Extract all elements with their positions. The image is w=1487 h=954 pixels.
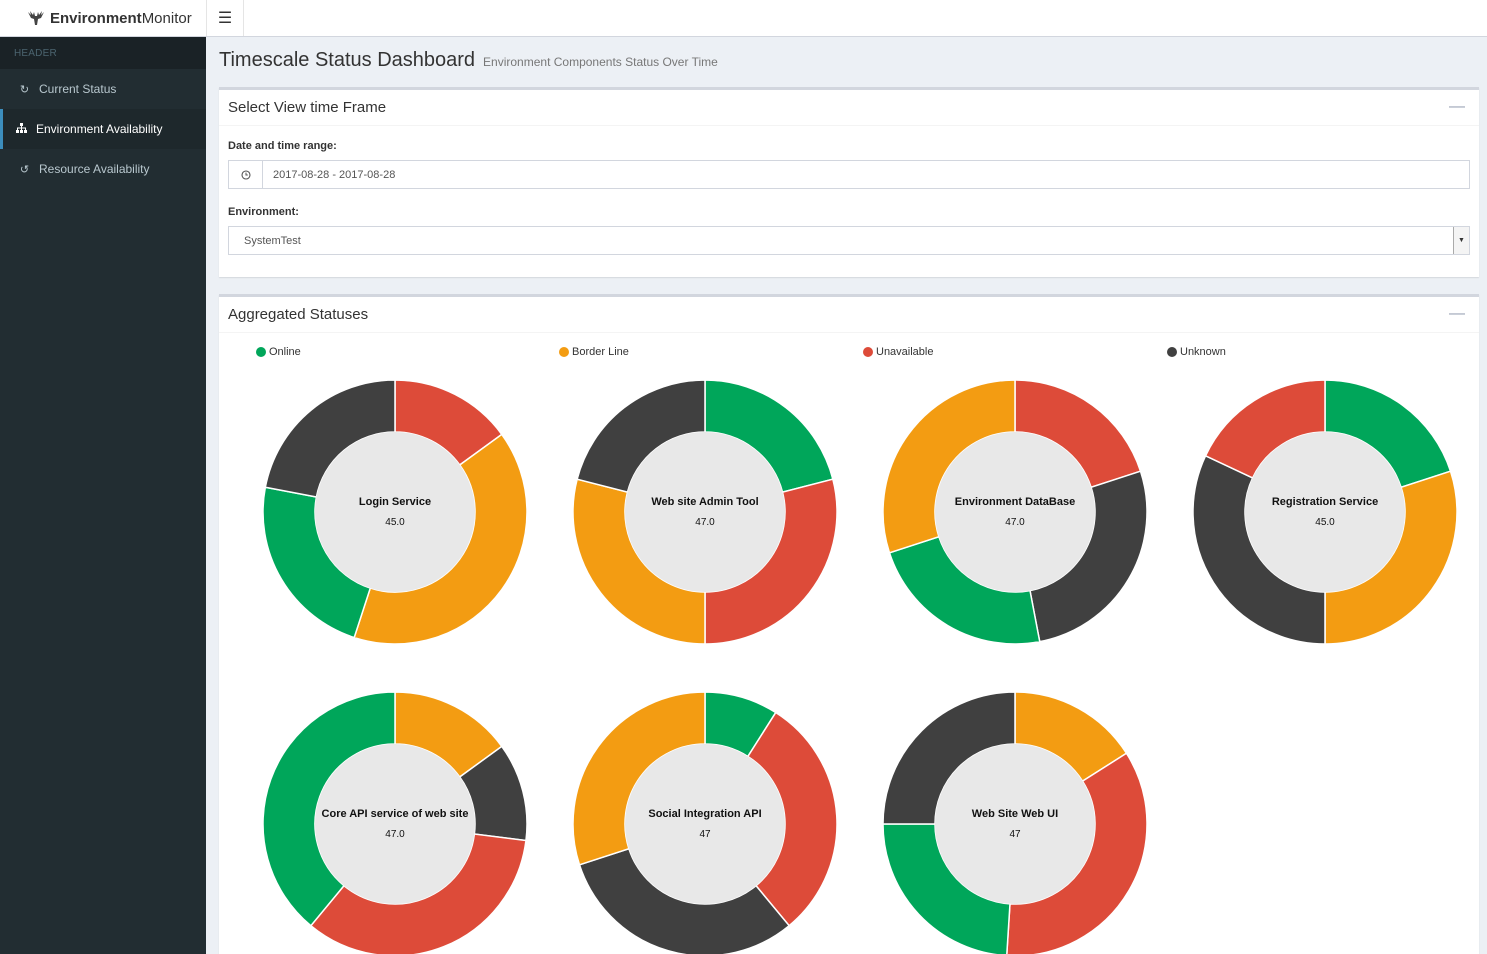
- refresh-icon: ↻: [19, 83, 30, 96]
- moose-logo-icon: [28, 11, 44, 25]
- legend-item-online[interactable]: Online: [256, 346, 301, 358]
- donut-center: Registration Service 45.0: [1245, 432, 1405, 592]
- donut-value: 47: [699, 829, 711, 840]
- donut-value: 45.0: [385, 517, 405, 528]
- donut-center: Web Site Web UI 47: [935, 744, 1095, 904]
- legend-label: Unavailable: [876, 346, 934, 358]
- page-subtitle: Environment Components Status Over Time: [483, 55, 718, 69]
- sidebar-item-resource-availability[interactable]: ↺ Resource Availability: [0, 149, 206, 189]
- date-range-group: [228, 160, 1470, 189]
- donut-chart-environment-database: Environment DataBase 47.0: [883, 380, 1147, 644]
- sidebar-item-label: Current Status: [39, 82, 117, 96]
- donut-chart-web-site-web-ui: Web Site Web UI 47: [883, 692, 1147, 954]
- donut-value: 47: [1009, 829, 1021, 840]
- sidebar-toggle-button[interactable]: ☰: [206, 0, 244, 36]
- legend-dot: [256, 347, 266, 357]
- legend-label: Online: [269, 346, 301, 358]
- collapse-minus-icon[interactable]: —: [1449, 305, 1465, 322]
- environment-selected-value: SystemTest: [244, 234, 301, 247]
- donut-title: Login Service: [358, 496, 432, 508]
- legend-item-unavailable[interactable]: Unavailable: [863, 346, 933, 358]
- donut-title: Web site Admin Tool: [651, 496, 759, 508]
- timeframe-box: Select View time Frame — Date and time r…: [219, 87, 1479, 277]
- legend-item-border-line[interactable]: Border Line: [559, 346, 629, 358]
- donut-chart-core-api-service: Core API service of web site 47.0: [263, 692, 527, 954]
- brand-logo[interactable]: EnvironmentMonitor: [0, 0, 206, 36]
- environment-select[interactable]: SystemTest ▼: [228, 226, 1470, 255]
- box-title: Aggregated Statuses: [228, 306, 369, 323]
- donut-chart-registration-service: Registration Service 45.0: [1193, 380, 1457, 644]
- donut-title: Web Site Web UI: [971, 808, 1059, 820]
- date-range-input[interactable]: [263, 161, 1469, 188]
- page-title: Timescale Status Dashboard: [219, 49, 476, 71]
- donut-center: Login Service 45.0: [315, 432, 475, 592]
- donut-center: Social Integration API 47: [625, 744, 785, 904]
- donut-title: Environment DataBase: [954, 496, 1076, 508]
- sidebar: HEADER ↻ Current Status Environment Avai…: [0, 37, 206, 954]
- donut-value: 45.0: [1315, 517, 1335, 528]
- donut-svg: [883, 692, 1147, 954]
- date-range-label: Date and time range:: [228, 140, 337, 152]
- donut-center: Web site Admin Tool 47.0: [625, 432, 785, 592]
- legend-label: Border Line: [572, 346, 629, 358]
- page-header: Timescale Status Dashboard Environment C…: [219, 49, 718, 72]
- brand-name: EnvironmentMonitor: [50, 9, 192, 27]
- donut-chart-login-service: Login Service 45.0: [263, 380, 527, 644]
- donut-value: 47.0: [385, 829, 405, 840]
- legend-label: Unknown: [1180, 346, 1226, 358]
- legend-dot: [863, 347, 873, 357]
- donut-value: 47.0: [1005, 517, 1025, 528]
- donut-svg: [573, 380, 837, 644]
- donut-chart-web-site-admin-tool: Web site Admin Tool 47.0: [573, 380, 837, 644]
- sitemap-icon: [15, 122, 28, 136]
- sidebar-item-label: Resource Availability: [39, 162, 150, 176]
- box-title: Select View time Frame: [228, 99, 387, 116]
- history-icon: ↺: [19, 163, 30, 176]
- legend-item-unknown[interactable]: Unknown: [1167, 346, 1226, 358]
- sidebar-item-current-status[interactable]: ↻ Current Status: [0, 69, 206, 109]
- donut-value: 47.0: [695, 517, 715, 528]
- main-content: Timescale Status Dashboard Environment C…: [206, 37, 1487, 954]
- sidebar-header: HEADER: [0, 37, 206, 69]
- legend-dot: [559, 347, 569, 357]
- donut-chart-social-integration-api: Social Integration API 47: [573, 692, 837, 954]
- donut-title: Registration Service: [1271, 496, 1379, 508]
- clock-icon: [229, 161, 263, 188]
- aggregated-statuses-box: Aggregated Statuses — Online Border Line…: [219, 294, 1479, 954]
- top-navbar: EnvironmentMonitor ☰: [0, 0, 1487, 37]
- hamburger-icon: ☰: [217, 10, 233, 27]
- legend-dot: [1167, 347, 1177, 357]
- sidebar-item-environment-availability[interactable]: Environment Availability: [0, 109, 206, 149]
- sidebar-item-label: Environment Availability: [36, 122, 163, 136]
- donut-center: Core API service of web site 47.0: [315, 744, 475, 904]
- aggregated-box-header: Aggregated Statuses —: [219, 297, 1479, 333]
- timeframe-box-header: Select View time Frame —: [219, 90, 1479, 126]
- donut-title: Core API service of web site: [321, 808, 469, 820]
- environment-label: Environment:: [228, 206, 299, 218]
- donut-svg: [263, 380, 527, 644]
- collapse-minus-icon[interactable]: —: [1449, 98, 1465, 115]
- donut-center: Environment DataBase 47.0: [935, 432, 1095, 592]
- caret-down-icon: ▼: [1453, 227, 1469, 254]
- donut-title: Social Integration API: [648, 808, 762, 820]
